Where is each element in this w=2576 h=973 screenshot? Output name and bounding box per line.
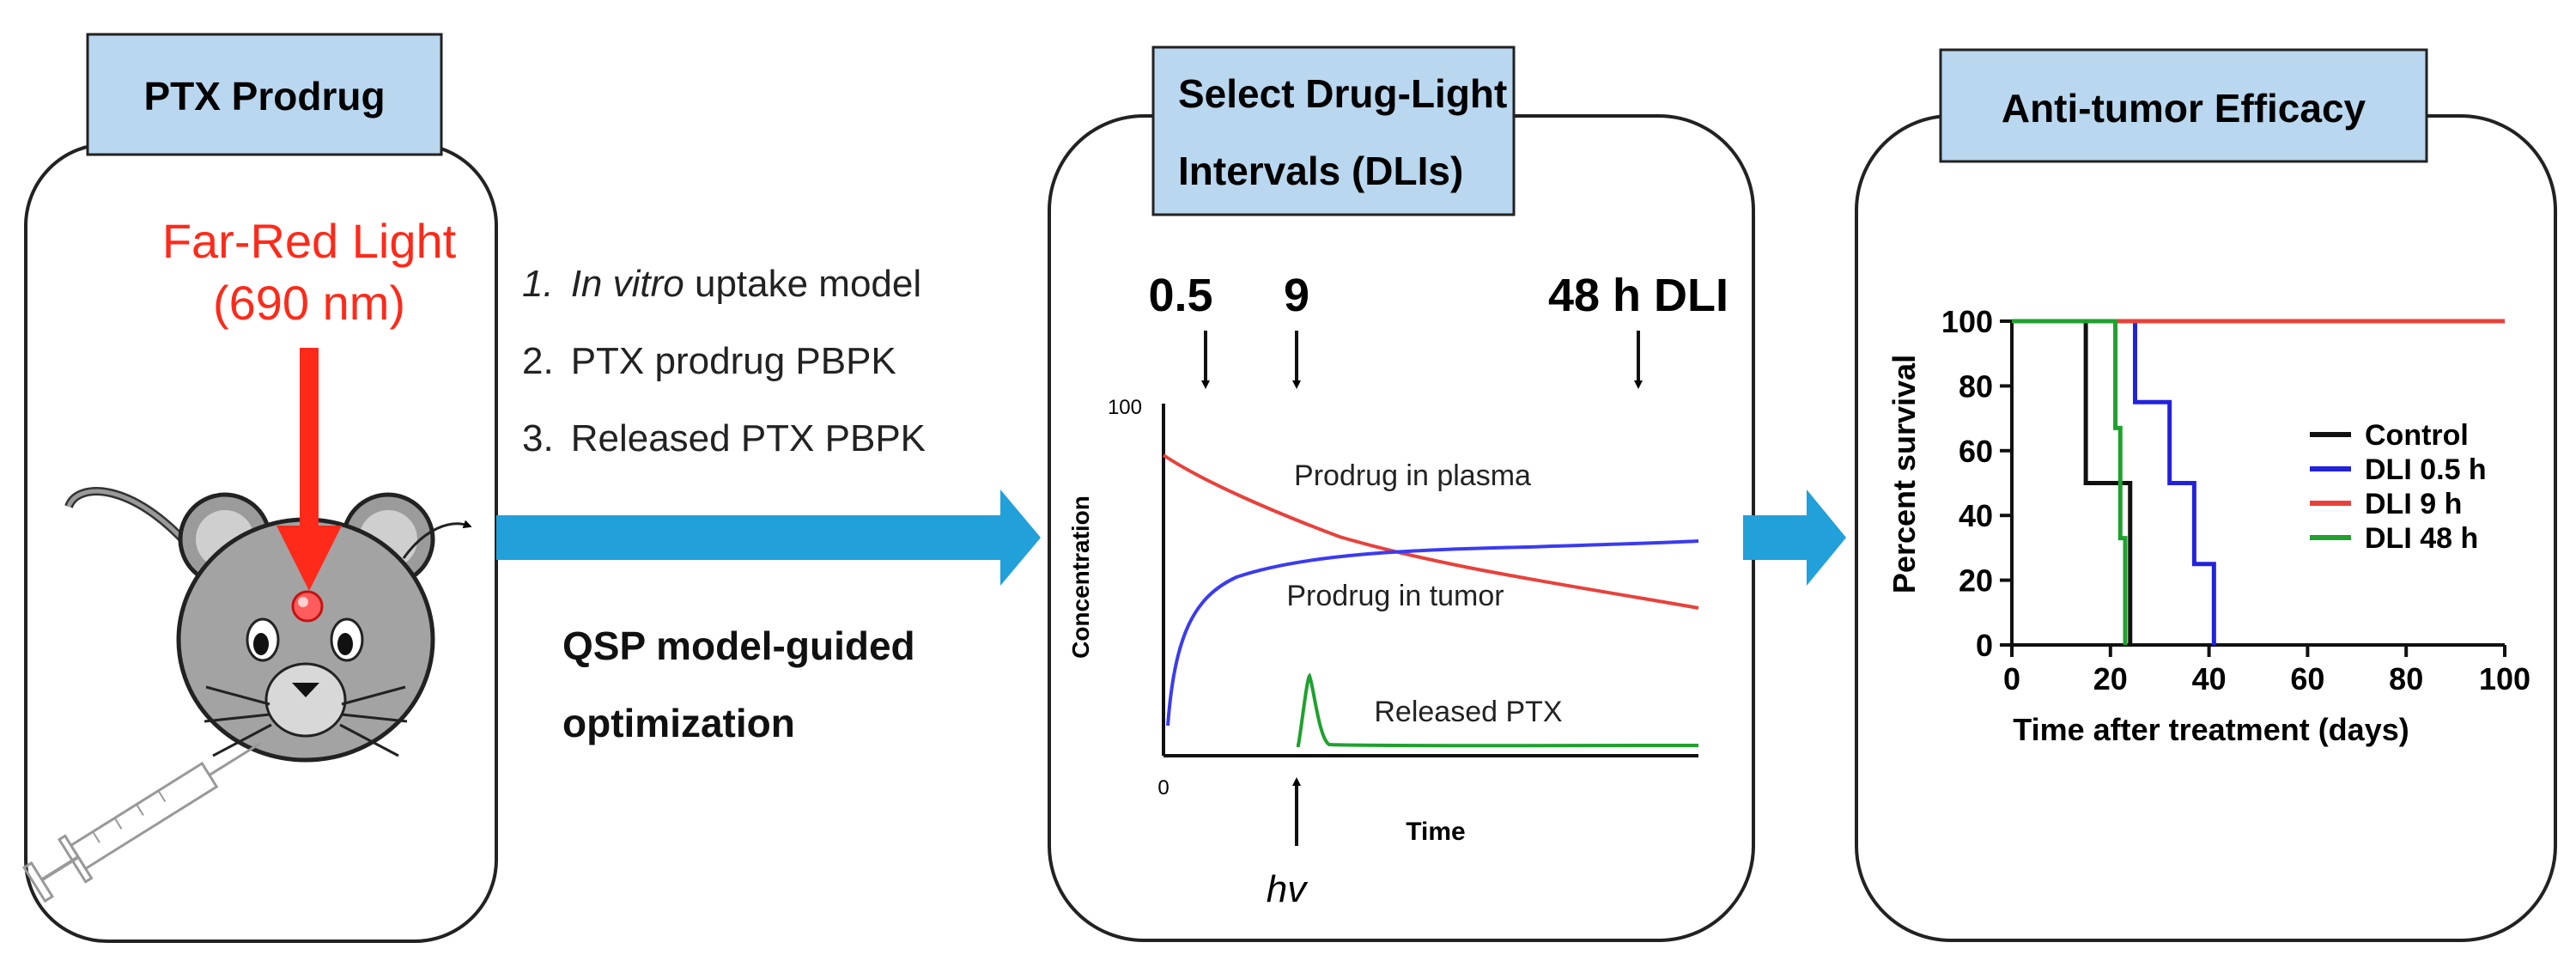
legend-label: Control (2365, 419, 2469, 452)
survival-series-dli-48-h (2012, 319, 2128, 645)
hv-label: hv (1267, 868, 1309, 910)
panel2-title-line2: Intervals (DLIs) (1178, 149, 1463, 193)
flow-arrow-1 (496, 490, 1041, 586)
label-released-ptx: Released PTX (1374, 696, 1562, 728)
survival-series-dli-0-5-h (2012, 319, 2216, 645)
label-prodrug-tumor: Prodrug in tumor (1286, 580, 1504, 612)
series-prodrug-plasma (1162, 453, 1699, 610)
panel-ptx-prodrug: PTX Prodrug Far-Red Light (690 nm) (22, 33, 498, 943)
survival-y-label: Percent survival (1886, 355, 1922, 593)
survival-x-tick-label: 20 (2093, 661, 2128, 696)
qsp-label-line1: QSP model-guided (562, 623, 915, 668)
panel-select-dli: Select Drug-Light Intervals (DLIs) 0.5 9… (1048, 46, 1755, 942)
series-released-ptx (1297, 672, 1699, 748)
light-label-line1: Far-Red Light (162, 214, 457, 268)
survival-x-tick-label: 60 (2290, 661, 2324, 696)
panel2-frame (1048, 114, 1755, 942)
panel3-title: Anti-tumor Efficacy (2002, 86, 2366, 131)
survival-y-tick-label: 0 (1976, 628, 1993, 663)
survival-x-tick-label: 40 (2192, 661, 2227, 696)
panel1-title-box (86, 33, 443, 156)
dli-label-9: 9 (1284, 270, 1309, 321)
survival-x-label: Time after treatment (days) (2013, 712, 2409, 747)
flow-arrow-2 (1743, 490, 1846, 586)
model-steps-list: 1. In vitro uptake model 2. PTX prodrug PB… (522, 263, 926, 459)
label-prodrug-plasma: Prodrug in plasma (1294, 459, 1531, 492)
panel2-title-box (1151, 46, 1516, 216)
dli-label-48: 48 h DLI (1548, 270, 1728, 321)
conc-x-tick: 0 (1157, 776, 1169, 800)
panel2-title-line1: Select Drug-Light (1178, 71, 1507, 116)
panel3-title-box (1939, 48, 2428, 163)
concentration-chart: 100 0 Time Concentration Prodrug in plas… (1067, 396, 1699, 910)
series-prodrug-tumor (1166, 539, 1699, 727)
survival-x-tick-label: 80 (2389, 661, 2423, 696)
syringe-icon (22, 742, 261, 903)
panel1-title: PTX Prodrug (143, 74, 385, 119)
legend-label: DLI 48 h (2365, 522, 2478, 555)
survival-x-tick-label: 0 (2003, 661, 2020, 696)
survival-y-tick-label: 100 (1941, 304, 1993, 339)
qsp-label-line2: optimization (562, 701, 795, 745)
light-label-line2: (690 nm) (213, 276, 405, 330)
mouse-icon (64, 487, 472, 763)
legend-label: DLI 0.5 h (2365, 453, 2487, 486)
survival-x-tick-label: 100 (2479, 661, 2530, 696)
conc-y-label: Concentration (1067, 496, 1094, 659)
survival-y-tick-label: 60 (1959, 434, 1993, 469)
panel-anti-tumor-efficacy: Anti-tumor Efficacy 0 20 40 60 80 100 0 20 40 60 8… (1855, 48, 2557, 942)
dli-label-0.5: 0.5 (1148, 270, 1212, 321)
conc-x-label: Time (1406, 818, 1465, 846)
step-1: 1. In vitro uptake model (522, 263, 921, 305)
survival-y-tick-label: 80 (1959, 368, 1993, 404)
step-3: 3. Released PTX PBPK (522, 417, 926, 459)
survival-y-tick-label: 20 (1959, 563, 1993, 599)
survival-y-tick-label: 40 (1959, 498, 1993, 533)
legend-label: DLI 9 h (2365, 488, 2462, 520)
conc-y-tick: 100 (1108, 396, 1142, 419)
step-2: 2. PTX prodrug PBPK (522, 340, 896, 382)
far-red-light-arrow (276, 348, 342, 623)
